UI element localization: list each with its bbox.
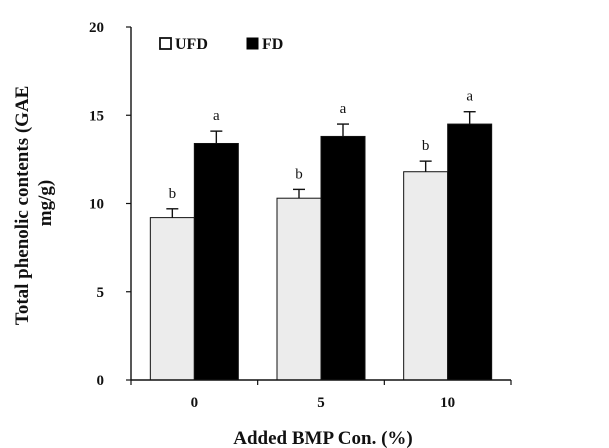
significance-label-fd: a xyxy=(340,101,347,117)
legend-swatch-fd xyxy=(246,37,259,50)
y-tick-label: 0 xyxy=(97,373,105,389)
bar-fd xyxy=(320,135,366,381)
x-axis-title: Added BMP Con. (%) xyxy=(233,428,412,448)
y-tick-label: 5 xyxy=(97,285,105,301)
significance-label-ufd: b xyxy=(422,138,430,154)
significance-label-ufd: b xyxy=(295,166,303,182)
error-bars xyxy=(166,111,476,218)
x-axis-ticks: 0 5 10 xyxy=(130,380,512,411)
x-tick-label: 0 xyxy=(191,395,199,411)
y-tick-label: 10 xyxy=(89,197,104,213)
legend: UFD FD xyxy=(159,36,283,53)
bar-fd xyxy=(193,142,239,381)
bar-ufd xyxy=(149,217,195,381)
bar-ufd xyxy=(276,197,322,381)
bars xyxy=(149,123,493,381)
x-tick-label: 10 xyxy=(440,395,455,411)
y-axis-title-line-1: Total phenolic contents (GAE xyxy=(12,86,33,325)
legend-item-ufd: UFD xyxy=(159,36,208,53)
y-axis-title: Total phenolic contents (GAE mg/g) xyxy=(12,81,56,325)
y-tick-label: 15 xyxy=(89,108,104,124)
legend-swatch-ufd xyxy=(159,37,172,50)
y-axis-title-line-2: mg/g) xyxy=(35,180,56,226)
legend-label-ufd: UFD xyxy=(175,36,208,53)
significance-label-fd: a xyxy=(466,89,473,105)
y-tick-label: 20 xyxy=(89,20,104,36)
y-axis-ticks: 0 5 10 15 20 xyxy=(89,20,131,389)
x-tick-label: 5 xyxy=(317,395,325,411)
bar-fd xyxy=(447,123,493,381)
significance-labels: b a b a b a xyxy=(169,89,474,202)
legend-label-fd: FD xyxy=(262,36,283,53)
significance-label-ufd: b xyxy=(169,186,177,202)
bar-ufd xyxy=(403,171,449,381)
legend-item-fd: FD xyxy=(246,36,283,53)
significance-label-fd: a xyxy=(213,108,220,124)
